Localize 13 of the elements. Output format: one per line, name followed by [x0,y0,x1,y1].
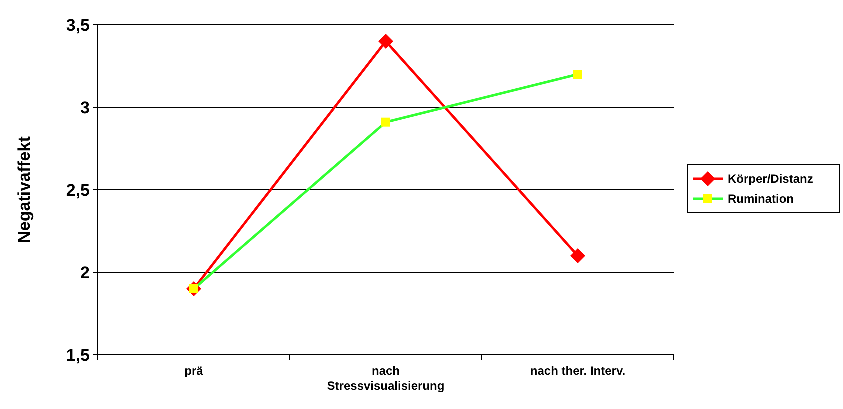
x-tick-label: nach Stressvisualisierung [327,364,445,393]
y-tick-label: 2 [80,263,90,282]
y-tick-label: 3,5 [66,16,90,35]
point [378,34,394,49]
legend-label: Körper/Distanz [728,172,814,186]
y-tick-label: 1,5 [66,346,90,365]
x-tick-label: nach ther. Interv. [530,364,626,378]
y-tick-label: 2,5 [66,180,90,200]
point [570,248,586,264]
y-axis-title: Negativaffekt [15,136,34,244]
legend-label: Rumination [728,192,794,206]
y-tick-label: 3 [80,98,90,118]
x-tick-label: prä [184,364,204,378]
